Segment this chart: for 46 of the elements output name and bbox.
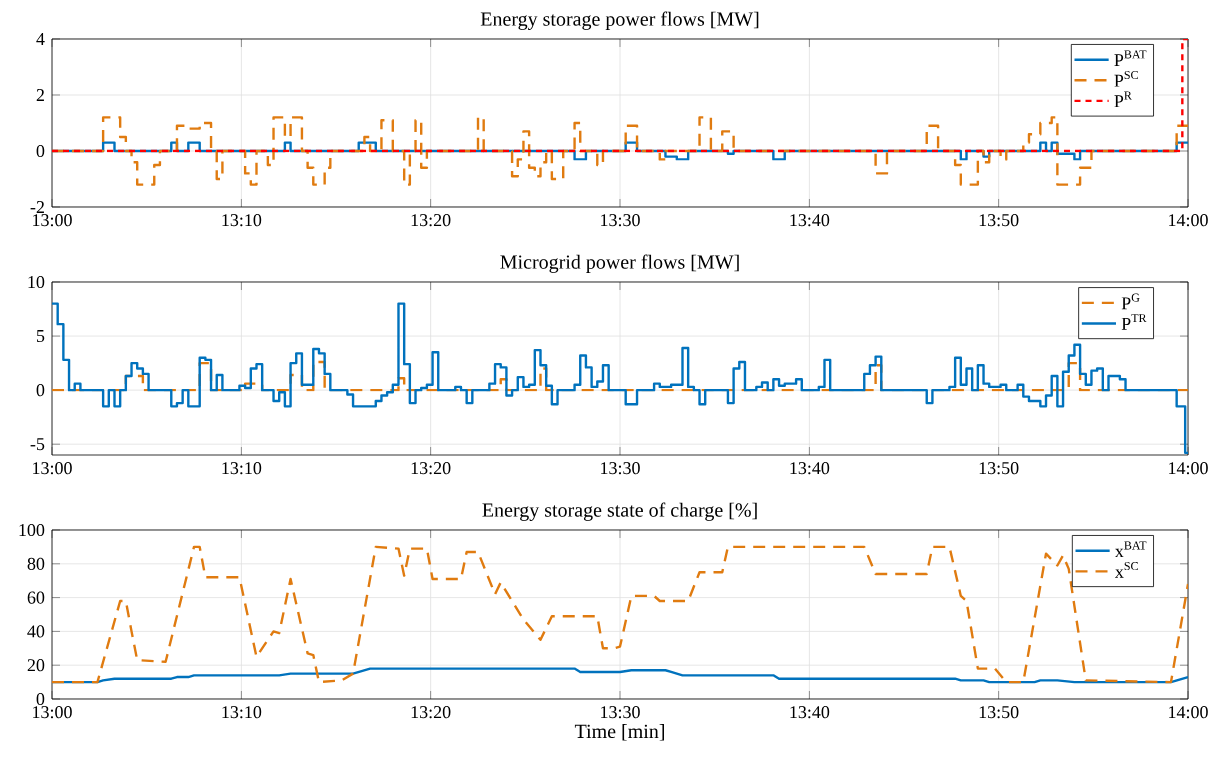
y-tick-label: 60 [27,591,45,604]
y-tick-label: 0 [36,692,45,706]
x-tick-label: 13:10 [222,706,262,719]
x-tick-label: 13:10 [222,462,262,475]
legend-label: P$^{SC}$ [1114,70,1138,87]
y-tick-label: 2 [36,89,44,101]
x-tick-label: 13:30 [601,706,640,719]
legend-label: x$^{BAT}$ [1115,541,1147,558]
y-tick-label: 20 [27,659,45,672]
x-tick-label: 13:30 [601,214,640,227]
legend-label: P$^{TR}$ [1121,314,1147,330]
y-tick-label: 5 [36,330,45,343]
x-tick-label: 13:20 [411,706,451,719]
x-tick-label: 13:20 [411,214,451,227]
legend-label: x$^{SC}$ [1115,562,1138,578]
x-tick-label: 13:40 [790,706,830,719]
legend-label: P$^{G}$ [1121,293,1140,310]
y-tick-label: 4 [36,33,45,45]
x-tick-label: 13:40 [790,462,830,475]
x-tick-label: 13:00 [33,462,72,475]
x-tick-label: 14:00 [1169,462,1208,475]
x-tick-label: 13:10 [222,214,262,227]
x-tick-label: 13:50 [979,462,1019,475]
x-axis-title: Time [min] [574,724,664,741]
y-tick-label: 0 [36,384,45,397]
x-tick-label: 13:00 [33,214,72,227]
y-tick-label: -2 [30,201,44,213]
y-tick-label: 80 [27,557,45,570]
chart-title: Energy storage state of charge [%] [482,502,757,521]
y-tick-label: 10 [28,275,45,289]
chart-title: Energy storage power flows [MW] [480,11,759,30]
x-tick-label: 13:20 [411,462,451,475]
y-tick-label: 40 [27,625,45,638]
x-tick-label: 14:00 [1169,214,1208,227]
y-tick-label: 100 [19,523,45,537]
legend-label: P$^{BAT}$ [1114,50,1147,67]
y-tick-label: 0 [36,144,45,158]
y-tick-label: -5 [30,438,45,451]
x-tick-label: 13:00 [33,706,72,719]
x-tick-label: 14:00 [1169,706,1208,719]
x-tick-label: 13:50 [979,706,1019,719]
x-tick-label: 13:50 [979,214,1019,227]
x-tick-label: 13:30 [601,462,640,475]
x-tick-label: 13:40 [790,214,830,227]
legend-label: P$^{R}$ [1114,91,1132,108]
chart-title: Microgrid power flows [MW] [500,254,739,273]
